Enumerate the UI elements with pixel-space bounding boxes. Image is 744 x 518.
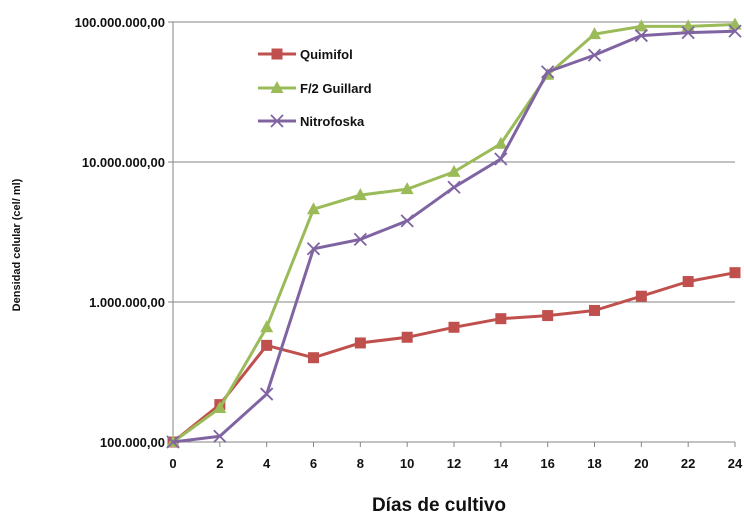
x-tick-label: 22 (681, 456, 695, 471)
data-point (729, 267, 741, 279)
data-point (542, 310, 554, 322)
y-tick-labels: 100.000,00 1.000.000,00 10.000.000,00 100.0… (75, 15, 165, 450)
axes (172, 22, 735, 443)
legend-label-f2-guillard: F/2 Guillard (300, 81, 372, 96)
data-point (728, 17, 742, 30)
grid-lines (168, 21, 736, 447)
data-point (213, 400, 227, 413)
data-point (260, 320, 274, 333)
x-tick-label: 20 (634, 456, 648, 471)
data-point (588, 27, 601, 40)
data-point (401, 331, 413, 343)
data-point (448, 321, 460, 333)
data-point (400, 182, 414, 195)
legend-marker-square (271, 48, 283, 60)
x-tick-label: 0 (169, 456, 176, 471)
legend-marker-x (270, 114, 284, 128)
series-line-f-2-guillard (172, 23, 736, 444)
x-tick-label: 18 (587, 456, 601, 471)
x-axis-title: Días de cultivo (372, 495, 506, 516)
y-tick-label: 1.000.000,00 (89, 295, 165, 310)
data-point (213, 429, 227, 443)
x-tick-label: 24 (728, 456, 743, 471)
data-point (261, 339, 273, 351)
data-point (353, 232, 367, 247)
series-line-quimifol (172, 271, 736, 444)
legend: Quimifol F/2 Guillard Nitrofoska (258, 47, 372, 129)
x-tick-labels: 0 2 4 6 8 10 12 14 16 18 20 22 24 (169, 456, 743, 471)
data-point (681, 25, 695, 40)
x-tick-label: 2 (216, 456, 223, 471)
data-point (447, 164, 461, 177)
series-nitrofoska (166, 24, 742, 449)
legend-label-nitrofoska: Nitrofoska (300, 114, 365, 129)
y-tick-label: 100.000.000,00 (75, 15, 165, 30)
series-quimifol (167, 267, 741, 448)
data-point (354, 337, 366, 349)
data-point (307, 202, 320, 215)
data-point (635, 290, 647, 302)
data-point (634, 28, 648, 43)
data-point (494, 152, 508, 166)
legend-item-nitrofoska: Nitrofoska (258, 114, 365, 129)
y-tick-label: 100.000,00 (100, 435, 165, 450)
y-axis-title: Densidad celular (cel/ ml) (11, 178, 23, 311)
data-point (634, 19, 648, 32)
legend-label-quimifol: Quimifol (300, 47, 353, 62)
data-point (541, 65, 555, 79)
x-tick-label: 4 (263, 456, 271, 471)
data-point (587, 48, 602, 62)
x-tick-label: 6 (310, 456, 317, 471)
data-point (447, 180, 461, 194)
legend-item-quimifol: Quimifol (258, 47, 353, 62)
x-tick-label: 8 (357, 456, 364, 471)
legend-item-f2-guillard: F/2 Guillard (258, 81, 372, 96)
data-point (494, 136, 508, 149)
x-tick-label: 12 (447, 456, 461, 471)
y-tick-label: 10.000.000,00 (82, 155, 165, 170)
data-series (166, 17, 742, 449)
data-point (682, 276, 694, 288)
x-tick-label: 16 (540, 456, 554, 471)
series-f-2-guillard (166, 17, 742, 447)
x-tick-label: 14 (494, 456, 509, 471)
data-point (728, 24, 742, 38)
data-point (306, 242, 321, 256)
data-point (495, 313, 507, 325)
x-tick-label: 10 (400, 456, 414, 471)
data-point (308, 352, 319, 364)
data-point (166, 435, 180, 449)
data-point (400, 214, 414, 228)
data-point (353, 188, 367, 201)
legend-marker-triangle (270, 81, 284, 93)
data-point (589, 304, 600, 316)
series-line-nitrofoska (172, 29, 736, 444)
data-point (260, 387, 274, 401)
